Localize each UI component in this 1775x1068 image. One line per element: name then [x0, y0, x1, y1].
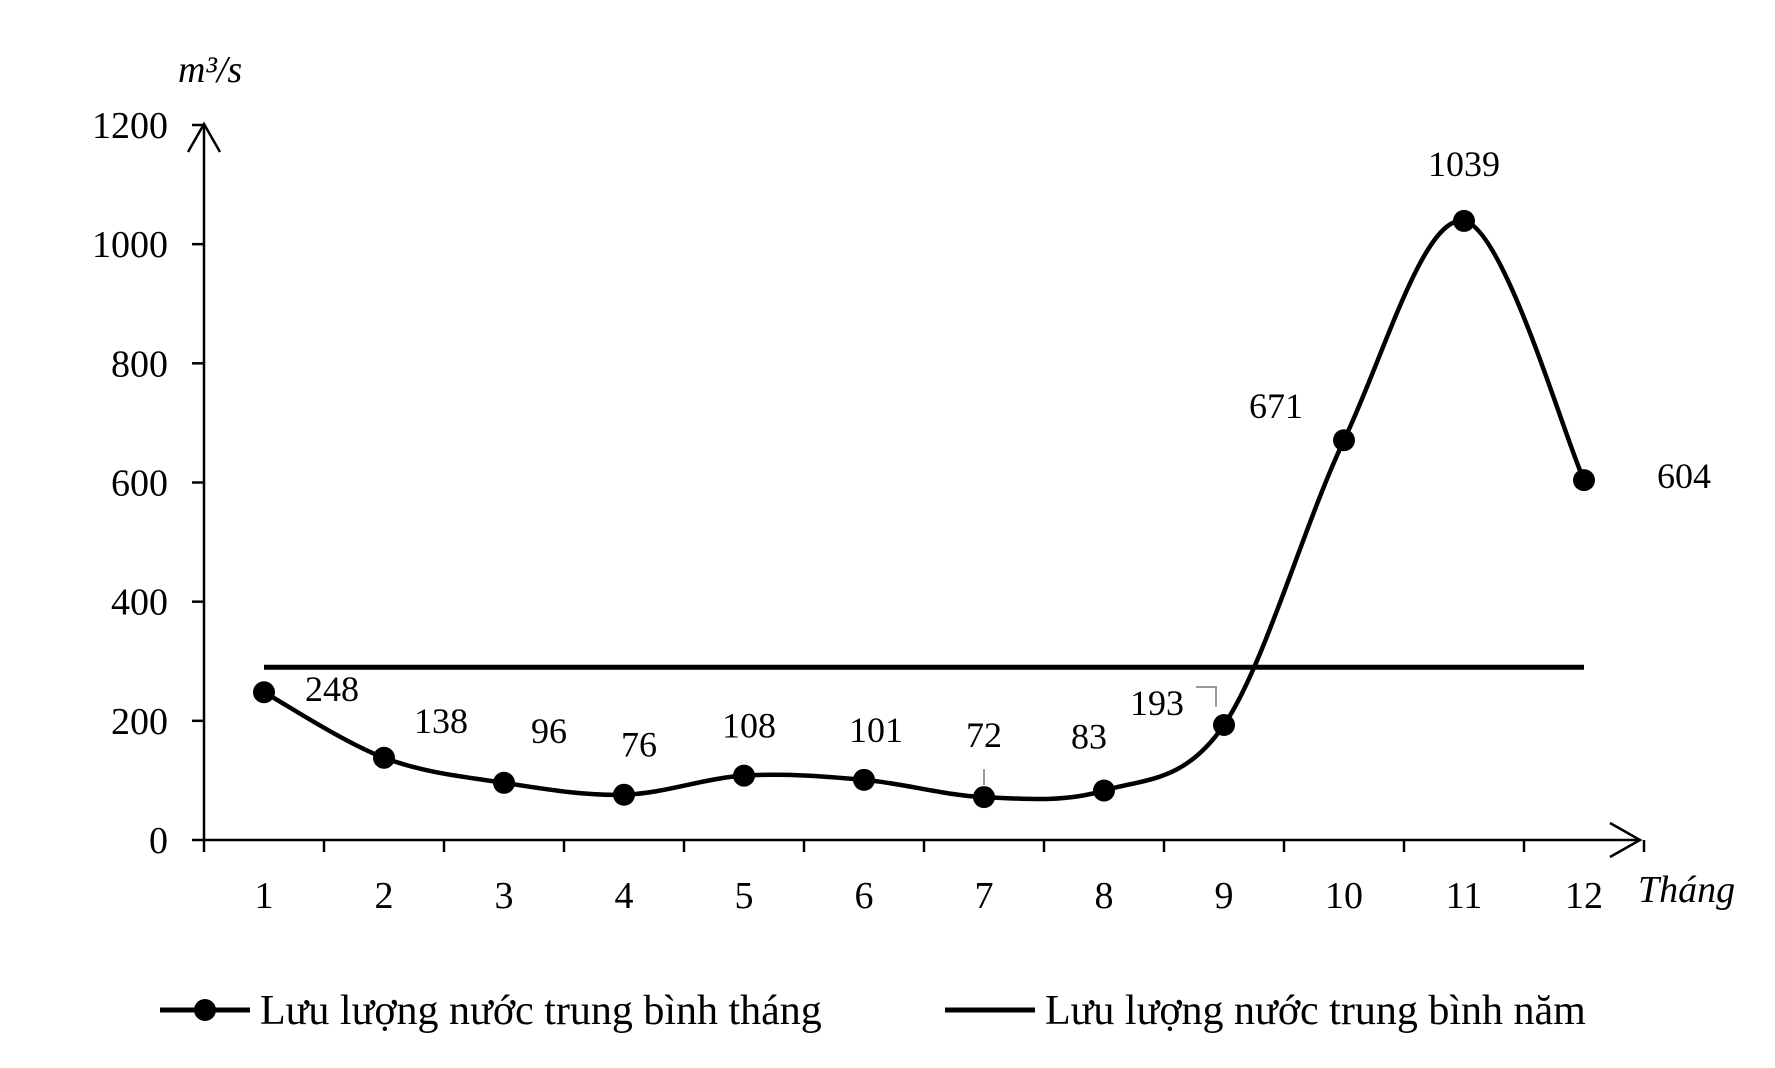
x-tick-label: 6 — [855, 875, 874, 917]
data-label: 108 — [722, 706, 776, 746]
y-tick-label: 800 — [111, 343, 168, 385]
y-tick-label: 1000 — [92, 224, 168, 266]
data-point-marker — [613, 783, 635, 806]
data-label: 671 — [1249, 386, 1303, 426]
axes — [186, 121, 1643, 859]
x-tick-label: 8 — [1095, 875, 1114, 917]
x-tick-label: 5 — [735, 875, 754, 917]
data-label: 604 — [1657, 456, 1711, 496]
data-label-leader — [1196, 686, 1217, 708]
x-tick-label: 11 — [1446, 875, 1483, 917]
data-point-marker — [373, 746, 395, 769]
y-unit-label: m³/s — [178, 49, 242, 91]
data-point-marker — [253, 681, 275, 704]
x-tick-label: 1 — [255, 875, 274, 917]
x-axis-arrow — [1609, 821, 1643, 859]
data-label: 193 — [1130, 683, 1184, 723]
data-point-marker — [1213, 714, 1235, 737]
data-label: 138 — [414, 701, 468, 741]
legend-label-annual: Lưu lượng nước trung bình năm — [1045, 988, 1586, 1034]
markers — [253, 209, 1595, 809]
data-point-marker — [493, 771, 515, 794]
data-label: 1039 — [1428, 144, 1500, 184]
x-tick-label: 9 — [1215, 875, 1234, 917]
y-tick-label: 0 — [149, 820, 168, 862]
x-ticks: 1 2 3 4 5 6 7 8 9 10 11 12 — [202, 840, 1646, 917]
y-tick-label: 400 — [111, 582, 168, 624]
data-point-marker — [1333, 429, 1355, 452]
data-label: 248 — [305, 669, 359, 709]
legend-marker-monthly — [194, 999, 216, 1021]
data-label: 96 — [531, 711, 567, 751]
data-point-marker — [1453, 209, 1475, 232]
y-tick-label: 200 — [111, 701, 168, 743]
x-tick-label: 3 — [495, 875, 514, 917]
legend-item-annual: Lưu lượng nước trung bình năm — [945, 988, 1586, 1034]
y-tick-label: 600 — [111, 463, 168, 505]
data-point-marker — [973, 786, 995, 809]
data-label: 83 — [1071, 717, 1107, 757]
data-label: 76 — [621, 725, 657, 765]
data-point-marker — [853, 768, 875, 791]
x-tick-label: 12 — [1565, 875, 1603, 917]
x-unit-label: Tháng — [1638, 869, 1735, 911]
y-ticks: 0 200 400 600 800 1000 1200 — [92, 105, 204, 862]
data-point-marker — [733, 764, 755, 787]
data-point-marker — [1573, 469, 1595, 492]
legend: Lưu lượng nước trung bình tháng Lưu lượn… — [160, 988, 1586, 1034]
x-tick-label: 4 — [615, 875, 634, 917]
y-tick-label: 1200 — [92, 105, 168, 147]
legend-item-monthly: Lưu lượng nước trung bình tháng — [160, 988, 822, 1034]
x-tick-label: 7 — [975, 875, 994, 917]
legend-label-monthly: Lưu lượng nước trung bình tháng — [260, 988, 822, 1034]
data-label: 101 — [849, 710, 903, 750]
data-point-marker — [1093, 779, 1115, 802]
x-tick-label: 2 — [375, 875, 394, 917]
x-tick-label: 10 — [1325, 875, 1363, 917]
data-labels: 248 138 96 76 108 101 72 83 193 671 1039 604 — [305, 144, 1711, 786]
data-label: 72 — [966, 715, 1002, 755]
